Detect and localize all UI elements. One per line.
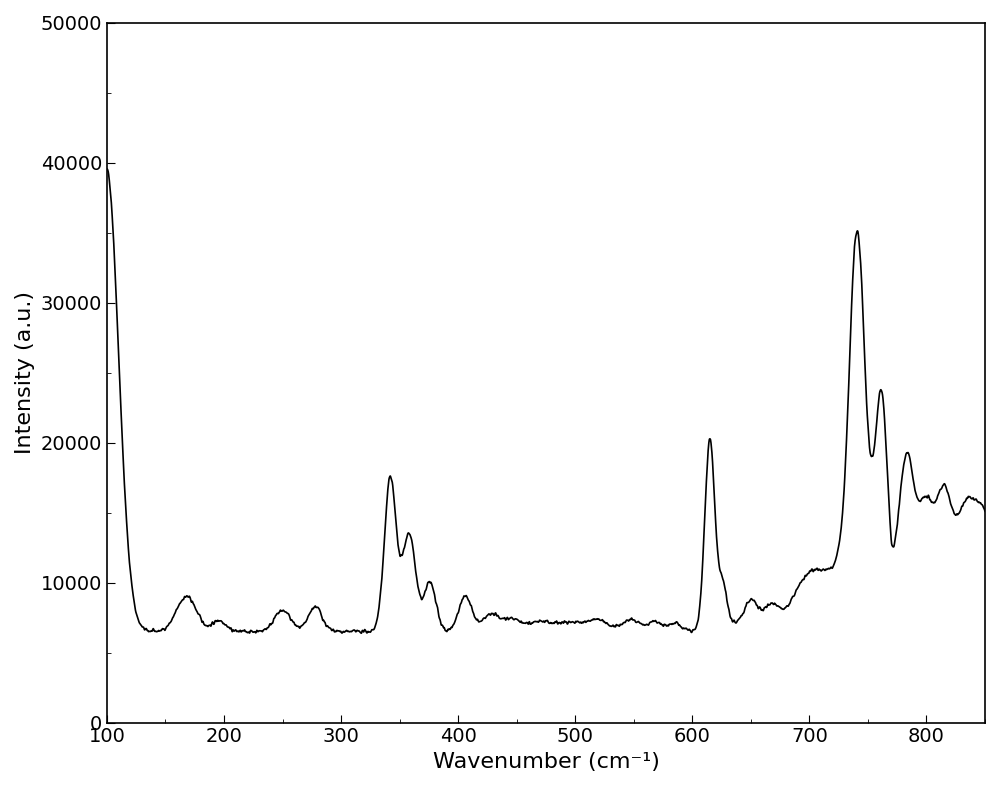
Y-axis label: Intensity (a.u.): Intensity (a.u.) (15, 291, 35, 454)
X-axis label: Wavenumber (cm⁻¹): Wavenumber (cm⁻¹) (433, 752, 659, 772)
